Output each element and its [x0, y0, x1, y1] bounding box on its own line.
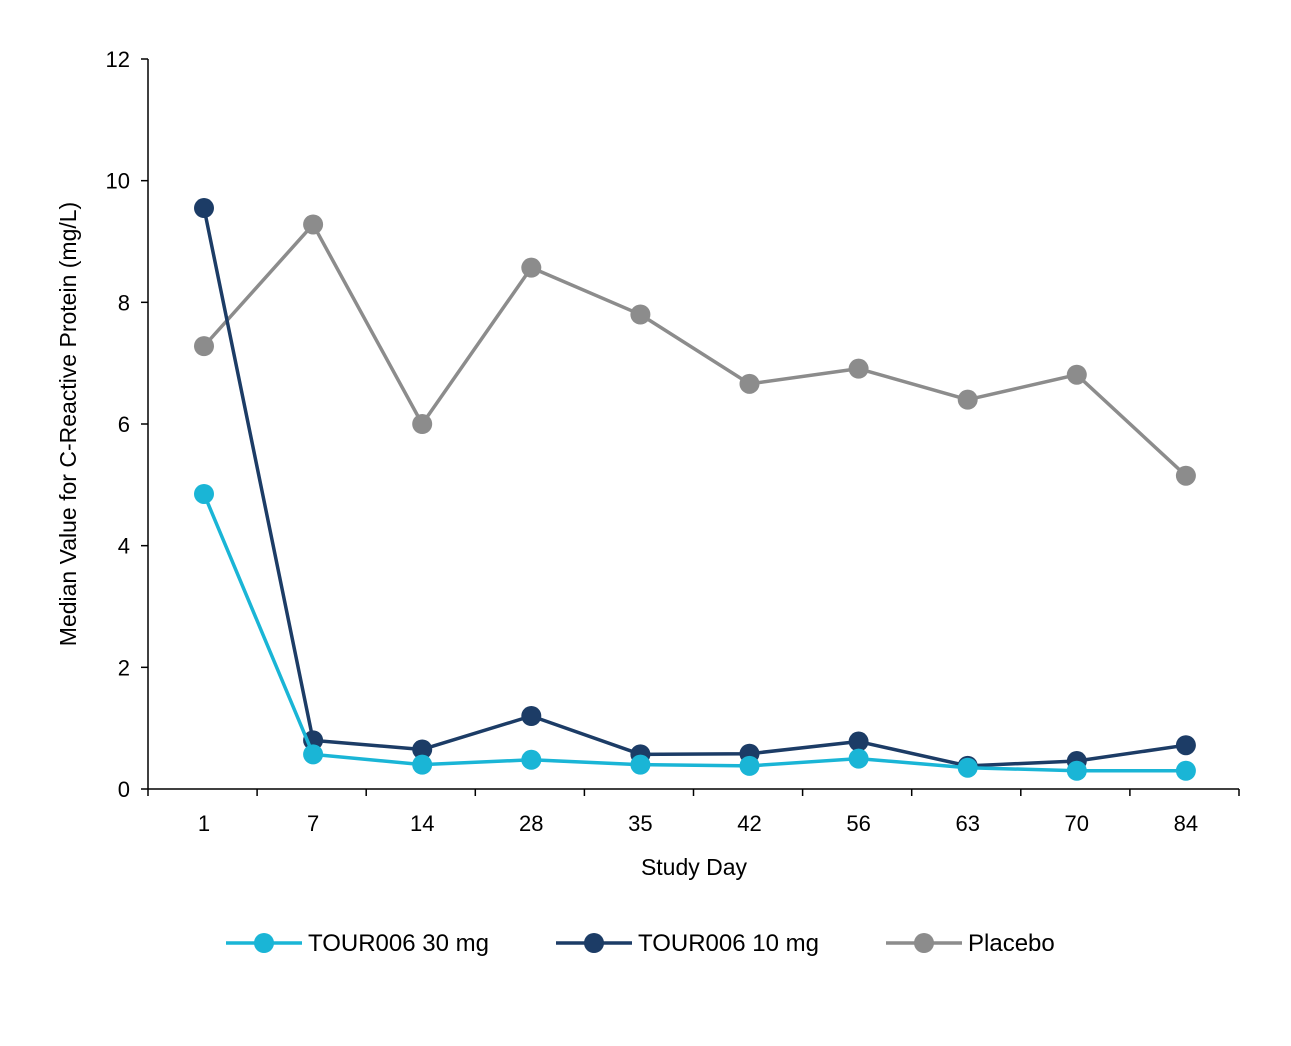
x-tick-label: 1 — [198, 811, 210, 836]
axes — [147, 59, 1239, 790]
data-point[interactable] — [303, 744, 324, 765]
series-line — [202, 493, 1186, 773]
data-point[interactable] — [957, 757, 978, 778]
series-layer — [194, 198, 1196, 781]
legend-label: Placebo — [968, 930, 1055, 957]
x-ticks: 1 7 14 28 35 42 56 63 70 84 — [147, 789, 1240, 836]
data-point[interactable] — [848, 748, 869, 769]
legend-marker — [584, 933, 604, 953]
legend-item[interactable]: TOUR006 10 mg — [556, 930, 819, 957]
data-point[interactable] — [630, 754, 651, 775]
y-tick-label: 2 — [118, 655, 130, 680]
x-tick-label: 84 — [1174, 811, 1198, 836]
x-tick-label: 63 — [955, 811, 979, 836]
y-tick-label: 8 — [118, 290, 130, 315]
data-point[interactable] — [521, 706, 542, 726]
y-tick-label: 10 — [106, 169, 130, 194]
data-point[interactable] — [1175, 760, 1196, 781]
data-point[interactable] — [412, 739, 433, 760]
x-tick-label: 14 — [410, 811, 434, 836]
data-point[interactable] — [194, 198, 214, 219]
series-line — [202, 207, 1187, 768]
y-ticks: 0 2 4 6 8 10 12 — [106, 47, 148, 802]
data-point[interactable] — [739, 755, 760, 776]
data-point[interactable] — [521, 257, 542, 278]
y-tick-label: 12 — [106, 47, 130, 72]
y-tick-label: 0 — [118, 777, 130, 802]
legend-label: TOUR006 10 mg — [638, 930, 819, 957]
x-tick-label: 28 — [519, 811, 543, 836]
legend-item[interactable]: Placebo — [886, 930, 1055, 957]
series-line — [202, 222, 1188, 477]
data-point[interactable] — [848, 731, 869, 752]
x-tick-label: 70 — [1065, 811, 1089, 836]
legend-marker — [254, 933, 274, 953]
legend: TOUR006 30 mg TOUR006 10 mg Placebo — [226, 930, 1055, 957]
data-point[interactable] — [412, 414, 433, 434]
series-tour006-30-mg — [194, 483, 1196, 781]
data-point[interactable] — [194, 336, 214, 357]
x-tick-label: 35 — [628, 811, 652, 836]
x-tick-label: 42 — [737, 811, 761, 836]
data-point[interactable] — [1066, 364, 1087, 385]
data-point[interactable] — [1175, 735, 1196, 756]
data-point[interactable] — [739, 373, 760, 394]
y-tick-label: 4 — [118, 534, 130, 559]
y-axis-title: Median Value for C-Reactive Protein (mg/… — [55, 202, 81, 646]
data-point[interactable] — [303, 214, 324, 235]
data-point[interactable] — [1175, 465, 1196, 486]
data-point[interactable] — [412, 754, 433, 775]
series-placebo — [194, 214, 1196, 486]
x-tick-label: 7 — [307, 811, 319, 836]
x-tick-label: 56 — [846, 811, 870, 836]
data-point[interactable] — [1066, 760, 1087, 781]
x-axis-title: Study Day — [641, 854, 748, 880]
data-point[interactable] — [194, 483, 214, 504]
legend-label: TOUR006 30 mg — [308, 930, 489, 957]
data-point[interactable] — [630, 304, 651, 325]
data-point[interactable] — [957, 389, 978, 410]
legend-item[interactable]: TOUR006 30 mg — [226, 930, 489, 957]
data-point[interactable] — [521, 749, 542, 770]
y-tick-label: 6 — [118, 412, 130, 437]
data-point[interactable] — [848, 358, 869, 379]
legend-marker — [914, 933, 934, 953]
